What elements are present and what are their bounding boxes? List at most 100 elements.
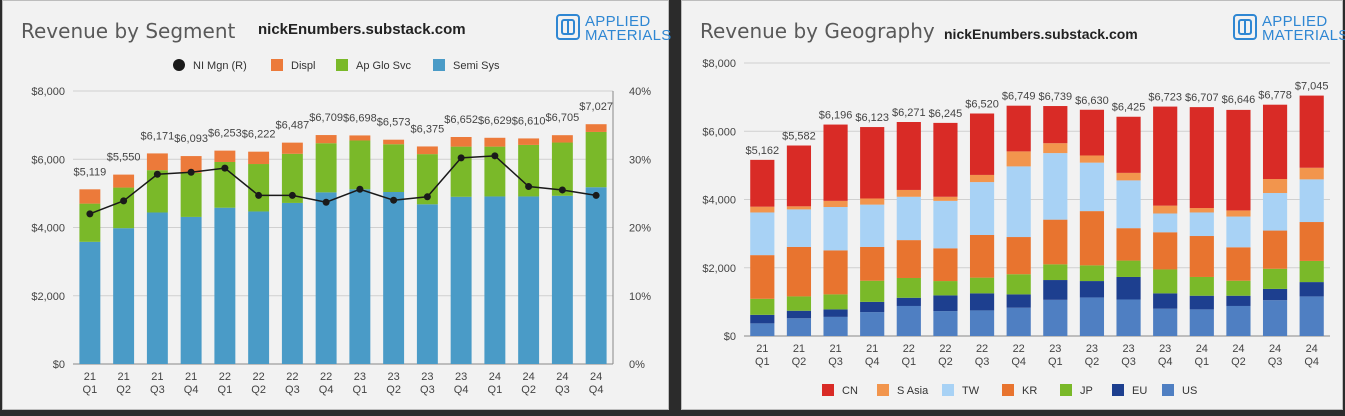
bar-jp — [1299, 260, 1324, 283]
x-tick-year: 21 — [793, 343, 805, 355]
bar-semi-sys — [416, 204, 438, 364]
total-data-label: $6,709 — [309, 112, 343, 124]
total-data-label: $6,196 — [819, 110, 853, 122]
bar-tw — [1116, 180, 1141, 229]
bar-cn — [1043, 106, 1068, 144]
total-data-label: $5,162 — [745, 145, 779, 157]
y-tick-label: $6,000 — [31, 154, 65, 166]
bar-ap-glo-svc — [349, 140, 371, 190]
legend-marker-tw — [942, 384, 954, 396]
bar-s-asia — [933, 196, 958, 201]
total-data-label: $6,425 — [1112, 102, 1146, 114]
bar-tw — [860, 204, 885, 247]
site-label: nickEnumbers.substack.com — [258, 21, 466, 38]
bar-kr — [1299, 222, 1324, 261]
total-data-label: $7,045 — [1295, 81, 1329, 93]
bar-cn — [1079, 109, 1105, 156]
y2-tick-label: 0% — [629, 359, 645, 371]
x-tick-year: 24 — [523, 371, 535, 383]
geography-chart: $0$2,000$4,000$6,000$8,000$5,16221Q1$5,5… — [702, 58, 1330, 397]
bar-displ — [416, 146, 438, 155]
bar-eu — [750, 314, 775, 324]
bar-ap-glo-svc — [551, 142, 573, 196]
bar-ap-glo-svc — [248, 164, 270, 212]
logo-line2: MATERIALS — [585, 27, 672, 44]
x-tick-year: 23 — [455, 371, 467, 383]
bar-s-asia — [860, 198, 885, 205]
bar-cn — [933, 122, 958, 197]
total-data-label: $6,705 — [546, 112, 580, 124]
bar-eu — [1043, 280, 1068, 300]
bar-displ — [113, 174, 135, 188]
bar-kr — [1006, 237, 1031, 275]
total-data-label: $6,123 — [855, 112, 889, 124]
bar-ap-glo-svc — [383, 144, 405, 193]
x-tick-year: 22 — [253, 371, 265, 383]
total-data-label: $5,550 — [107, 152, 141, 164]
x-tick-year: 22 — [219, 371, 231, 383]
bar-us — [1006, 307, 1031, 336]
bar-s-asia — [1189, 208, 1214, 213]
total-data-label: $6,520 — [965, 99, 999, 111]
bar-kr — [933, 248, 958, 282]
bar-eu — [933, 295, 958, 312]
bar-s-asia — [1153, 205, 1178, 214]
bar-kr — [896, 240, 921, 278]
bar-semi-sys — [585, 187, 607, 364]
bar-semi-sys — [79, 241, 101, 364]
bar-tw — [823, 207, 848, 251]
bar-semi-sys — [248, 211, 270, 364]
total-data-label: $6,698 — [343, 112, 377, 124]
bar-ap-glo-svc — [484, 146, 506, 197]
legend-marker-ni-mgn-r — [173, 59, 185, 71]
y2-tick-label: 20% — [629, 223, 651, 235]
x-tick-year: 22 — [903, 343, 915, 355]
x-tick-quarter: Q3 — [975, 356, 990, 368]
bar-semi-sys — [113, 228, 135, 364]
bar-us — [1262, 300, 1288, 336]
legend-label-cn: CN — [842, 385, 858, 397]
legend-label-ni-mgn-r: NI Mgn (R) — [193, 60, 247, 72]
x-tick-year: 22 — [939, 343, 951, 355]
x-tick-year: 22 — [320, 371, 332, 383]
x-tick-quarter: Q4 — [454, 384, 469, 396]
legend-label-us: US — [1182, 385, 1197, 397]
total-data-label: $6,375 — [411, 123, 445, 135]
ni-mgn-point — [457, 154, 465, 162]
x-tick-quarter: Q4 — [184, 384, 199, 396]
y2-tick-label: 40% — [629, 86, 651, 98]
logo-line2: MATERIALS — [1262, 27, 1345, 44]
total-data-label: $6,629 — [478, 115, 512, 127]
bar-displ — [315, 135, 337, 144]
ni-mgn-point — [255, 191, 263, 199]
bar-displ — [79, 189, 101, 204]
bar-s-asia — [1299, 167, 1324, 180]
ni-mgn-point — [322, 198, 330, 206]
total-data-label: $6,093 — [174, 133, 208, 145]
x-tick-year: 21 — [84, 371, 96, 383]
bar-jp — [933, 281, 958, 296]
bar-cn — [969, 113, 995, 175]
applied-materials-logo-icon — [556, 14, 580, 40]
bar-jp — [1189, 276, 1214, 296]
y-tick-label: $0 — [53, 359, 65, 371]
bar-s-asia — [896, 189, 921, 197]
bar-semi-sys — [450, 196, 472, 364]
bar-kr — [1079, 211, 1105, 266]
bar-tw — [786, 209, 812, 247]
total-data-label: $6,778 — [1258, 90, 1292, 102]
bar-tw — [1226, 216, 1251, 248]
bar-semi-sys — [315, 192, 337, 364]
y-tick-label: $6,000 — [702, 126, 736, 138]
site-label: nickEnumbers.substack.com — [944, 26, 1138, 42]
bar-us — [969, 310, 995, 336]
x-tick-quarter: Q4 — [1158, 356, 1173, 368]
total-data-label: $7,027 — [579, 101, 613, 113]
bar-ap-glo-svc — [180, 172, 202, 217]
ni-mgn-point — [558, 186, 566, 194]
ni-mgn-point — [187, 168, 195, 176]
bar-kr — [1116, 228, 1141, 261]
bar-jp — [1079, 265, 1105, 282]
bar-us — [896, 305, 921, 336]
x-tick-quarter: Q4 — [865, 356, 880, 368]
